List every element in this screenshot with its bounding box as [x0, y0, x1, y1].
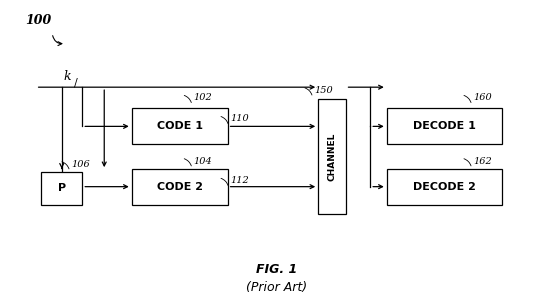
- Text: DECODE 1: DECODE 1: [413, 121, 476, 131]
- Bar: [318, 99, 346, 214]
- Text: 110: 110: [230, 114, 249, 123]
- Text: FIG. 1: FIG. 1: [257, 263, 297, 276]
- Text: 160: 160: [473, 93, 492, 102]
- Text: DECODE 2: DECODE 2: [413, 182, 476, 192]
- Text: 106: 106: [71, 160, 90, 169]
- Bar: [41, 172, 83, 205]
- Text: /: /: [74, 78, 78, 88]
- Text: P: P: [58, 183, 66, 193]
- Text: 150: 150: [314, 86, 333, 95]
- Bar: [132, 108, 228, 145]
- Text: 100: 100: [25, 14, 51, 27]
- Bar: [387, 108, 502, 145]
- Text: 102: 102: [194, 93, 212, 102]
- Text: 162: 162: [473, 157, 492, 165]
- Bar: [132, 169, 228, 205]
- Bar: [387, 169, 502, 205]
- Text: CODE 1: CODE 1: [157, 121, 203, 131]
- Text: (Prior Art): (Prior Art): [247, 281, 307, 294]
- Text: k: k: [63, 70, 71, 83]
- Text: 104: 104: [194, 157, 212, 165]
- Text: CHANNEL: CHANNEL: [327, 132, 336, 181]
- Text: CODE 2: CODE 2: [157, 182, 203, 192]
- Text: 112: 112: [230, 176, 249, 185]
